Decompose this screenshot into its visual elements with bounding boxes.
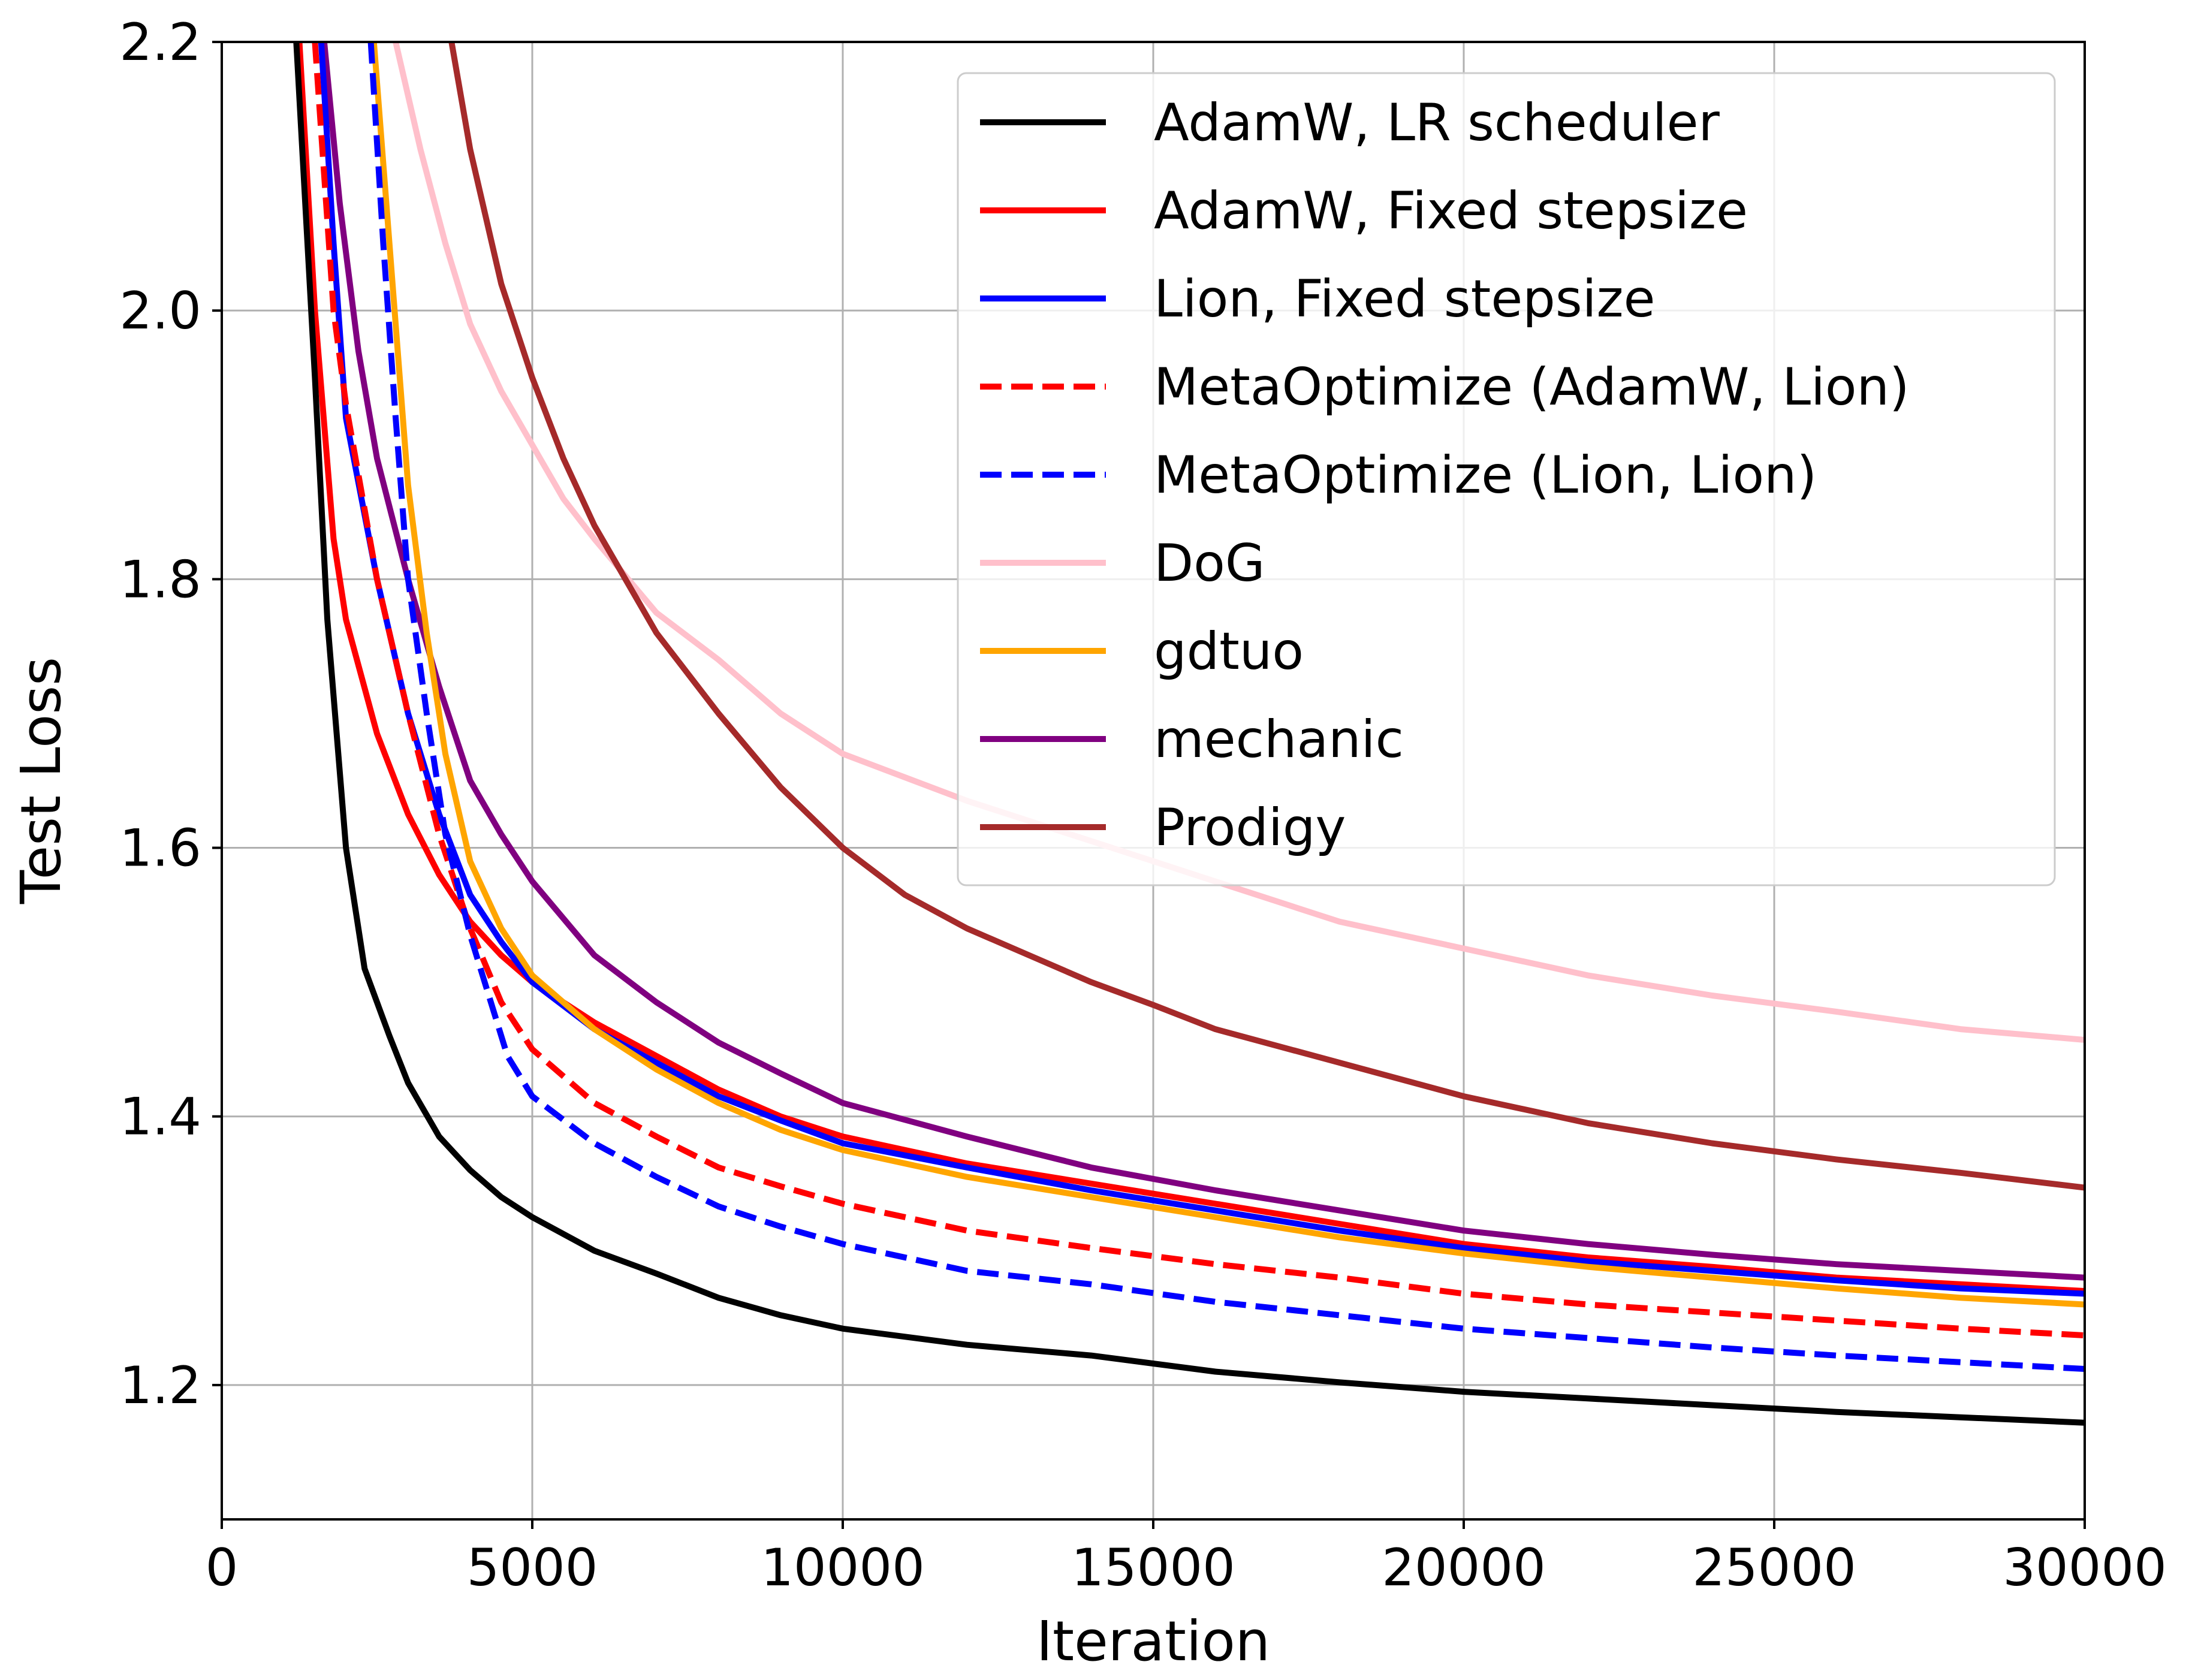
y-tick-label: 1.6: [119, 819, 201, 879]
legend-label: mechanic: [1154, 710, 1404, 770]
y-tick-label: 1.2: [119, 1356, 201, 1416]
y-tick-label: 1.4: [119, 1087, 201, 1147]
y-axis-label: Test Loss: [9, 657, 73, 904]
legend-label: gdtuo: [1154, 622, 1304, 681]
series-lines: [293, 42, 2085, 1426]
x-tick-label: 25000: [1692, 1538, 1856, 1598]
legend-label: AdamW, Fixed stepsize: [1154, 181, 1748, 241]
x-tick-label: 0: [206, 1538, 239, 1598]
x-tick-label: 20000: [1382, 1538, 1546, 1598]
series-line-prodigy: [448, 42, 2085, 1191]
x-tick-label: 30000: [2003, 1538, 2167, 1598]
series-line-gdtuo: [370, 42, 2085, 1308]
series-line-dog: [393, 42, 2085, 1043]
legend-label: MetaOptimize (Lion, Lion): [1154, 445, 1817, 505]
y-tick-label: 2.0: [119, 281, 201, 341]
x-tick-label: 15000: [1071, 1538, 1235, 1598]
series-line-adamw-fixed-stepsize: [296, 42, 2085, 1294]
axis-ticks: 0 5000 10000 15000 20000 25000 30000 1.2 1.4 1.6 1…: [119, 13, 2167, 1598]
series-line-metaoptimize-lion-lion: [367, 42, 2085, 1372]
legend-label: Lion, Fixed stepsize: [1154, 269, 1656, 329]
legend-label: AdamW, LR scheduler: [1154, 93, 1720, 153]
legend-label: Prodigy: [1154, 798, 1346, 858]
series-line-mechanic: [321, 42, 2085, 1281]
series-line-adamw-lr-scheduler: [293, 42, 2085, 1426]
y-tick-label: 2.2: [119, 13, 201, 73]
legend-label: MetaOptimize (AdamW, Lion): [1154, 357, 1910, 417]
legend-frame: [957, 72, 2056, 886]
legend: AdamW, LR scheduler AdamW, Fixed stepsize…: [957, 72, 2056, 886]
x-axis-label: Iteration: [1036, 1609, 1270, 1673]
y-tick-label: 1.8: [119, 550, 201, 610]
x-tick-label: 5000: [467, 1538, 598, 1598]
legend-label: DoG: [1154, 533, 1265, 593]
x-tick-label: 10000: [761, 1538, 925, 1598]
series-line-metaoptimize-adamw-lion: [312, 42, 2085, 1338]
